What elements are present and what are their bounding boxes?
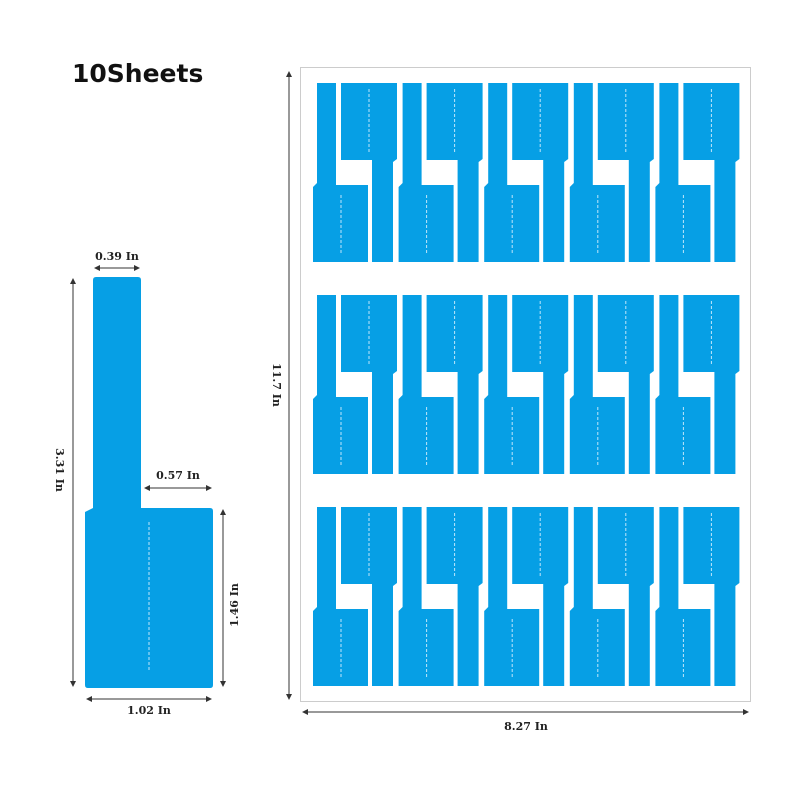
sheet-label-inverted <box>426 83 483 262</box>
sheet-label-inverted <box>512 83 569 262</box>
sheet-label-upright <box>484 507 540 686</box>
sheet-label-inverted <box>341 83 397 262</box>
sheet-label-inverted <box>512 295 569 474</box>
sheet-label-upright <box>398 83 454 262</box>
sheet-labels <box>313 83 740 686</box>
sheet-label-inverted <box>683 83 740 262</box>
sheet-label-upright <box>655 83 711 262</box>
top-width-label: 0.39 In <box>95 250 139 263</box>
sheet-width-label: 8.27 In <box>504 720 548 733</box>
sheet-label-upright <box>569 507 625 686</box>
sheet-label-upright <box>313 83 368 262</box>
sheet-label-upright <box>655 507 711 686</box>
base-width-label: 1.02 In <box>127 704 171 717</box>
sheet-label-upright <box>569 83 625 262</box>
sheet-label-inverted <box>683 507 740 686</box>
sheet-label-inverted <box>597 507 654 686</box>
sheet-label-inverted <box>512 507 569 686</box>
sheet-height-label: 11.7 In <box>270 363 283 407</box>
sheet-label-inverted <box>597 295 654 474</box>
sheet-label-upright <box>484 83 540 262</box>
sheet-label-upright <box>655 295 711 474</box>
sheet-label-upright <box>398 507 454 686</box>
title: 10Sheets <box>72 59 203 88</box>
label-shape <box>85 277 213 688</box>
sheet-label-inverted <box>683 295 740 474</box>
base-height-label: 1.46 In <box>228 583 241 627</box>
sheet-label-inverted <box>426 295 483 474</box>
sheet-label-inverted <box>597 83 654 262</box>
sheet-label-upright <box>398 295 454 474</box>
label-sheet <box>300 67 751 702</box>
sheet-label-inverted <box>341 507 397 686</box>
sheet-label-inverted <box>341 295 397 474</box>
sheet-label-inverted <box>426 507 483 686</box>
sheet-label-upright <box>313 295 368 474</box>
total-height-label: 3.31 In <box>53 448 66 492</box>
sheet-label-upright <box>313 507 368 686</box>
sheet-label-upright <box>484 295 540 474</box>
single-label <box>85 277 213 688</box>
step-width-label: 0.57 In <box>156 469 200 482</box>
sheet-label-upright <box>569 295 625 474</box>
